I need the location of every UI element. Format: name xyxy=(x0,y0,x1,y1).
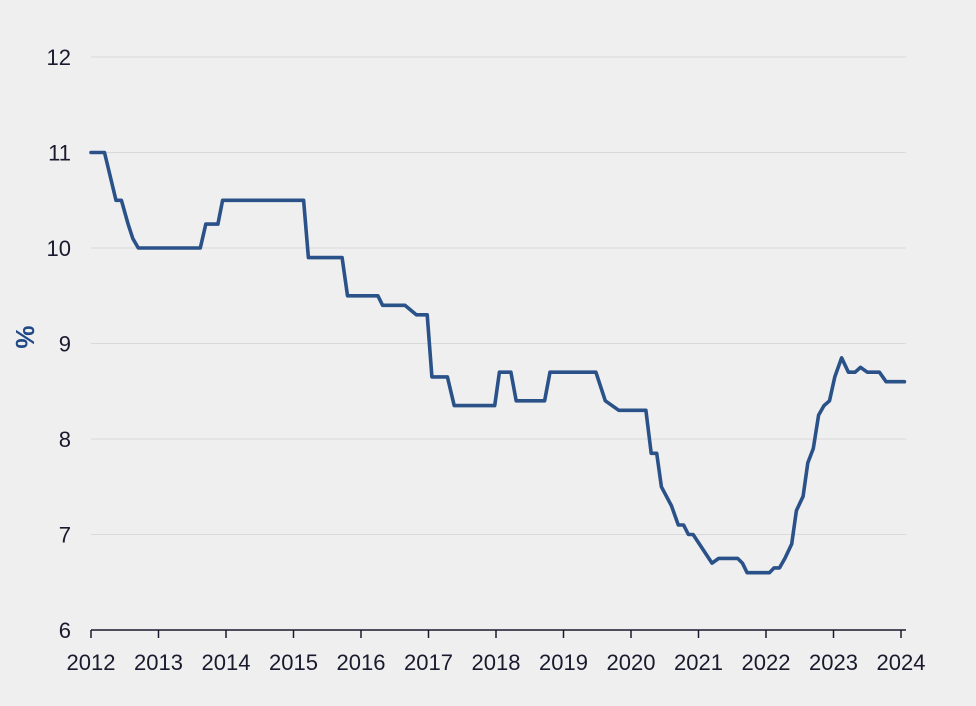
x-tick-label: 2012 xyxy=(67,650,116,675)
y-tick-label: 6 xyxy=(59,618,71,643)
x-tick-label: 2021 xyxy=(674,650,723,675)
x-tick-label: 2022 xyxy=(742,650,791,675)
y-tick-label: 11 xyxy=(48,141,71,166)
y-tick-labels: 6 7 8 9 10 11 12 xyxy=(47,45,71,643)
series-line-0 xyxy=(89,150,907,575)
y-tick-label: 12 xyxy=(47,45,71,70)
x-tick-label: 2014 xyxy=(202,650,251,675)
x-tick-labels: 2012 2013 2014 2015 2016 2017 2018 2019 2020 2021… xyxy=(67,650,926,675)
y-axis-label: % xyxy=(10,325,40,348)
y-tick-label: 9 xyxy=(59,332,71,357)
gridlines xyxy=(91,56,906,535)
x-tick-label: 2013 xyxy=(134,650,183,675)
series xyxy=(89,150,907,575)
x-tick-label: 2018 xyxy=(472,650,521,675)
x-tick-label: 2017 xyxy=(404,650,453,675)
axes xyxy=(90,629,906,638)
x-tick-label: 2020 xyxy=(607,650,656,675)
x-tick-label: 2024 xyxy=(877,650,926,675)
x-tick-label: 2015 xyxy=(269,650,318,675)
y-tick-label: 8 xyxy=(59,427,71,452)
y-tick-label: 10 xyxy=(47,236,71,261)
x-tick-label: 2016 xyxy=(337,650,386,675)
x-tick-label: 2019 xyxy=(539,650,588,675)
x-tick-label: 2023 xyxy=(809,650,858,675)
y-tick-label: 7 xyxy=(59,523,71,548)
